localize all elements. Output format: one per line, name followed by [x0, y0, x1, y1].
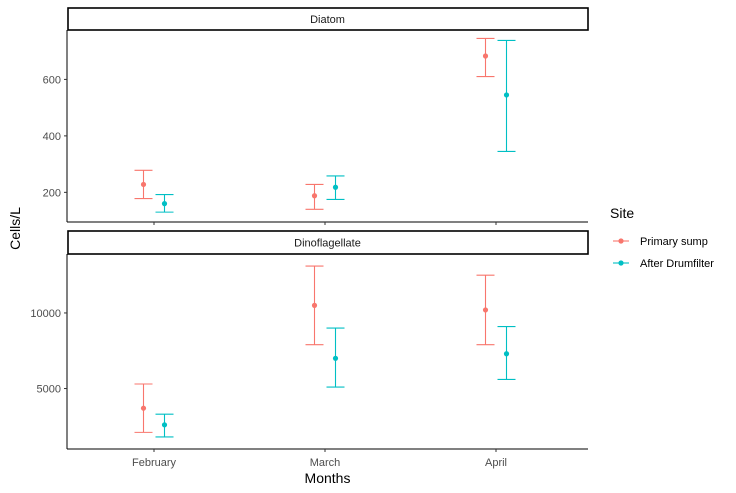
strip-box-dinoflagellate — [67, 230, 589, 255]
y-axis-title: Cells/L — [7, 207, 23, 250]
y-tick-label-dinoflagellate: 10000 — [30, 308, 61, 320]
strip-box-diatom — [67, 7, 589, 31]
point-dinoflagellate-primary-sump-march — [311, 302, 318, 308]
point-dinoflagellate-primary-sump-april — [482, 307, 489, 313]
x-tick-label-february: February — [132, 457, 177, 469]
point-diatom-after-drumfilter-february — [161, 201, 168, 207]
legend-key-point-after-drumfilter — [618, 260, 624, 266]
point-dinoflagellate-primary-sump-february — [140, 405, 147, 411]
y-tick-label-diatom: 200 — [43, 187, 61, 199]
point-diatom-primary-sump-april — [482, 53, 489, 59]
legend-label-primary-sump: Primary sump — [640, 236, 708, 248]
point-diatom-primary-sump-march — [311, 193, 318, 199]
x-tick-label-march: March — [310, 457, 341, 469]
point-dinoflagellate-after-drumfilter-february — [161, 422, 168, 428]
x-tick-label-april: April — [485, 457, 507, 469]
point-dinoflagellate-after-drumfilter-march — [332, 355, 339, 361]
y-tick-label-diatom: 400 — [43, 131, 61, 143]
legend-title: Site — [610, 205, 634, 221]
y-tick-label-dinoflagellate: 5000 — [37, 384, 61, 396]
y-tick-label-diatom: 600 — [43, 74, 61, 86]
point-dinoflagellate-after-drumfilter-april — [503, 351, 510, 357]
legend-label-after-drumfilter: After Drumfilter — [640, 258, 714, 270]
point-diatom-after-drumfilter-march — [332, 184, 339, 190]
x-axis-title: Months — [305, 470, 351, 486]
strip-label-diatom: Diatom — [310, 14, 345, 26]
point-diatom-after-drumfilter-april — [503, 92, 510, 98]
legend-key-point-primary-sump — [618, 238, 624, 244]
point-diatom-primary-sump-february — [140, 181, 147, 188]
strip-label-dinoflagellate: Dinoflagellate — [294, 238, 361, 250]
